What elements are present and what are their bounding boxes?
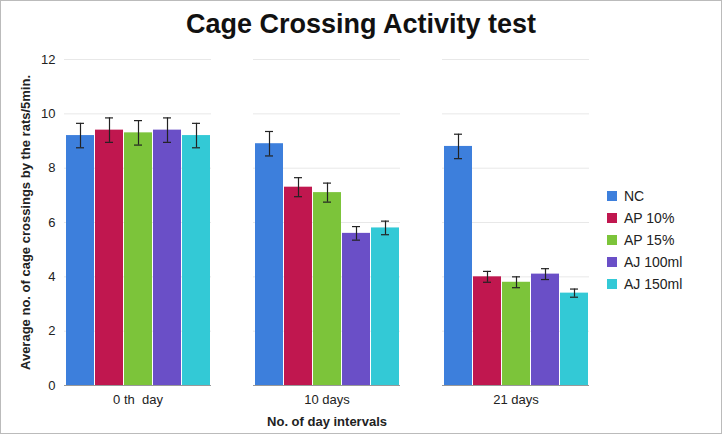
svg-text:21 days: 21 days [493, 392, 539, 407]
svg-text:10: 10 [41, 106, 55, 121]
svg-text:No. of day intervals: No. of day intervals [267, 414, 387, 429]
svg-text:4: 4 [48, 269, 55, 284]
svg-text:10 days: 10 days [304, 392, 350, 407]
svg-text:2: 2 [48, 323, 55, 338]
html-text:AP 10%: AP 10% [624, 210, 675, 226]
html-text:AP 15%: AP 15% [624, 232, 675, 248]
html-text:AJ 150ml: AJ 150ml [624, 276, 683, 292]
html-text:NC: NC [624, 188, 645, 204]
svg-text:0: 0 [48, 378, 55, 393]
html-text:AJ 100ml: AJ 100ml [624, 254, 683, 270]
svg-text:12: 12 [41, 52, 55, 67]
svg-text:8: 8 [48, 160, 55, 175]
html-text:Cage Crossing Activity test: Cage Crossing Activity test [186, 9, 536, 39]
svg-text:Average no. of cage crossings: Average no. of cage crossings by the rat… [18, 75, 33, 370]
svg-text:0 th day: 0 th day [113, 392, 163, 407]
svg-text:6: 6 [48, 215, 55, 230]
